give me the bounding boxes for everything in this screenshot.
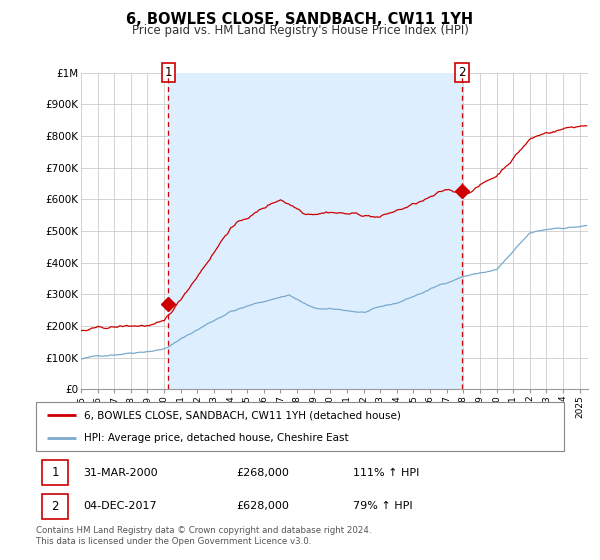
Text: 1: 1 [51,466,59,479]
Text: £268,000: £268,000 [236,468,290,478]
Text: 6, BOWLES CLOSE, SANDBACH, CW11 1YH (detached house): 6, BOWLES CLOSE, SANDBACH, CW11 1YH (det… [83,410,400,421]
Text: HPI: Average price, detached house, Cheshire East: HPI: Average price, detached house, Ches… [83,433,348,444]
Text: 2: 2 [458,66,466,80]
Bar [168,73,462,389]
Text: 31-MAR-2000: 31-MAR-2000 [83,468,158,478]
Text: 79% ↑ HPI: 79% ↑ HPI [353,501,412,511]
Text: 2: 2 [51,500,59,513]
Text: Price paid vs. HM Land Registry's House Price Index (HPI): Price paid vs. HM Land Registry's House … [131,24,469,36]
Text: 6, BOWLES CLOSE, SANDBACH, CW11 1YH: 6, BOWLES CLOSE, SANDBACH, CW11 1YH [127,12,473,27]
Text: 1: 1 [164,66,172,80]
Bar [43,494,68,519]
Text: Contains HM Land Registry data © Crown copyright and database right 2024.
This d: Contains HM Land Registry data © Crown c… [36,526,371,546]
Bar [43,460,68,485]
Text: 04-DEC-2017: 04-DEC-2017 [83,501,157,511]
Text: 111% ↑ HPI: 111% ↑ HPI [353,468,419,478]
Text: £628,000: £628,000 [236,501,290,511]
